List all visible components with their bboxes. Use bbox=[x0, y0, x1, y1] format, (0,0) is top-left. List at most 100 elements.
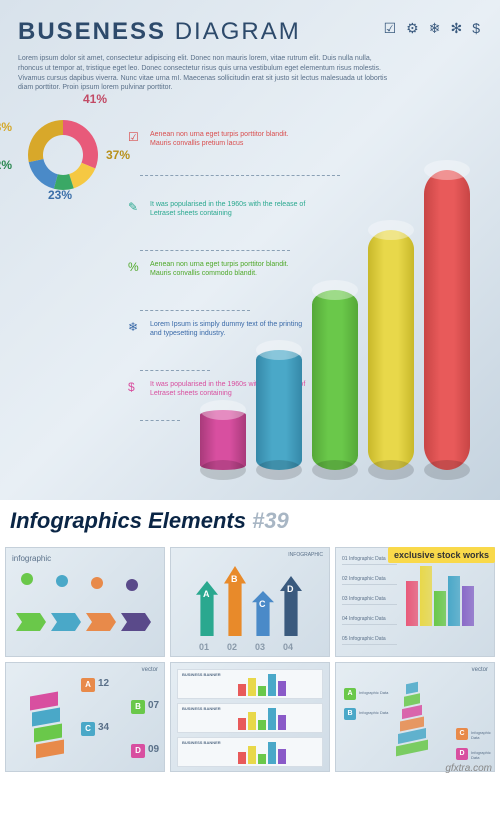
banner-row: BUSINESS BANNER bbox=[177, 703, 323, 733]
side-letter-badge: B bbox=[344, 708, 356, 720]
cylinder-bar-chart bbox=[200, 130, 480, 470]
side-letter-badge: C bbox=[456, 728, 468, 740]
banner-mini-bar bbox=[238, 718, 246, 730]
iso-cube bbox=[36, 740, 64, 759]
watermark: gfxtra.com bbox=[445, 763, 492, 774]
title-number: #39 bbox=[252, 508, 289, 533]
header-description: Lorem ipsum dolor sit amet, consectetur … bbox=[18, 54, 398, 93]
cylinder-bar bbox=[368, 230, 414, 470]
thumb1-title: infographic bbox=[12, 554, 51, 563]
circle-icon bbox=[56, 575, 68, 587]
title-bold: BUSENESS bbox=[18, 18, 166, 45]
stat-number: 34 bbox=[98, 722, 109, 733]
title-light: DIAGRAM bbox=[166, 18, 301, 45]
side-text: Infographic Data bbox=[359, 710, 388, 715]
header-icon-row: ☑ ⚙ ❄ ✻ $ bbox=[384, 20, 480, 37]
stat-number: 09 bbox=[148, 744, 159, 755]
arrow-number: 03 bbox=[255, 642, 265, 652]
data-row: 04 Infographic Data bbox=[342, 616, 397, 625]
burst-icon: ✻ bbox=[450, 20, 462, 37]
banner-mini-bar bbox=[278, 715, 286, 730]
banner-title: BUSINESS BANNER bbox=[182, 740, 221, 745]
banner-title: BUSINESS BANNER bbox=[182, 706, 221, 711]
donut-segment bbox=[28, 120, 63, 162]
cylinder-bar bbox=[424, 170, 470, 470]
thumb2-title: INFOGRAPHIC bbox=[288, 552, 323, 558]
donut-percent-label: 12% bbox=[0, 158, 12, 172]
letter-badge: B bbox=[131, 700, 145, 714]
banner-mini-bar bbox=[248, 678, 256, 696]
up-arrow bbox=[252, 591, 274, 636]
main-hero-panel: BUSENESS DIAGRAM ☑ ⚙ ❄ ✻ $ Lorem ipsum d… bbox=[0, 0, 500, 500]
thumb4-title: vector bbox=[142, 667, 158, 673]
arrow-number: 01 bbox=[199, 642, 209, 652]
banner-mini-bar bbox=[278, 749, 286, 764]
donut-segment bbox=[63, 120, 98, 168]
chevron-arrow bbox=[51, 613, 81, 631]
mini-3d-bar bbox=[448, 576, 460, 626]
chevron-arrow bbox=[86, 613, 116, 631]
banner-mini-bar bbox=[268, 742, 276, 764]
letter-badge: C bbox=[81, 722, 95, 736]
thumb-3: 01 Infographic Data02 Infographic Data03… bbox=[335, 547, 495, 657]
side-letter-badge: D bbox=[456, 748, 468, 760]
teal-icon: ✎ bbox=[128, 200, 142, 214]
donut-percent-label: 18% bbox=[0, 120, 12, 134]
thumb-1: infographic bbox=[5, 547, 165, 657]
side-text: Infographic Data bbox=[471, 730, 494, 740]
arrow-letter: C bbox=[259, 599, 266, 609]
circle-icon bbox=[21, 573, 33, 585]
thumbnail-grid: exclusive stock works infographic INFOGR… bbox=[0, 542, 500, 777]
check-icon: ☑ bbox=[384, 20, 397, 37]
donut-chart: 41%18%12%23%37% bbox=[18, 110, 108, 205]
banner-row: BUSINESS BANNER bbox=[177, 737, 323, 767]
side-text: Infographic Data bbox=[359, 690, 388, 695]
chevron-arrow bbox=[16, 613, 46, 631]
collection-title: Infographics Elements #39 bbox=[10, 508, 490, 534]
letter-badge: A bbox=[81, 678, 95, 692]
banner-title: BUSINESS BANNER bbox=[182, 672, 221, 677]
stat-number: 07 bbox=[148, 700, 159, 711]
blue-icon: ❄ bbox=[128, 320, 142, 334]
thumb-5: BUSINESS BANNER BUSINESS BANNER BUSINESS B… bbox=[170, 662, 330, 772]
donut-percent-label: 41% bbox=[83, 92, 107, 106]
cylinder-bar bbox=[312, 290, 358, 470]
gear-icon: ⚙ bbox=[406, 20, 419, 37]
donut-svg bbox=[18, 110, 108, 200]
mini-3d-bar bbox=[406, 581, 418, 626]
banner-mini-bar bbox=[248, 746, 256, 764]
arrow-letter: B bbox=[231, 574, 238, 584]
chevron-arrow bbox=[121, 613, 151, 631]
banner-mini-bar bbox=[238, 684, 246, 696]
cylinder-bar bbox=[200, 410, 246, 470]
arrow-letter: D bbox=[287, 584, 294, 594]
dollar-icon: $ bbox=[472, 20, 480, 37]
banner-mini-bar bbox=[268, 674, 276, 696]
banner-mini-bar bbox=[258, 754, 266, 764]
arrow-number: 02 bbox=[227, 642, 237, 652]
cylinder-bar bbox=[256, 350, 302, 470]
thumb-4: vector A12B07C34D09 bbox=[5, 662, 165, 772]
donut-percent-label: 37% bbox=[106, 148, 130, 162]
data-row: 02 Infographic Data bbox=[342, 576, 397, 585]
mini-3d-bar bbox=[420, 566, 432, 626]
side-letter-badge: A bbox=[344, 688, 356, 700]
thumb-2: INFOGRAPHIC A 01 B 02 C 03 D 04 bbox=[170, 547, 330, 657]
banner-row: BUSINESS BANNER bbox=[177, 669, 323, 699]
arrow-letter: A bbox=[203, 589, 210, 599]
arrow-number: 04 bbox=[283, 642, 293, 652]
collection-title-bar: Infographics Elements #39 bbox=[0, 500, 500, 542]
data-row: 03 Infographic Data bbox=[342, 596, 397, 605]
pyramid-layer bbox=[406, 682, 418, 695]
snowflake-icon: ❄ bbox=[429, 20, 441, 37]
stat-number: 12 bbox=[98, 678, 109, 689]
banner-mini-bar bbox=[258, 720, 266, 730]
circle-icon bbox=[91, 577, 103, 589]
mini-3d-bar bbox=[434, 591, 446, 626]
banner-mini-bar bbox=[248, 712, 256, 730]
mini-3d-bar bbox=[462, 586, 474, 626]
thumb6-title: vector bbox=[472, 667, 488, 673]
data-row: 05 Infographic Data bbox=[342, 636, 397, 645]
donut-percent-label: 23% bbox=[48, 188, 72, 202]
exclusive-badge: exclusive stock works bbox=[388, 547, 495, 563]
